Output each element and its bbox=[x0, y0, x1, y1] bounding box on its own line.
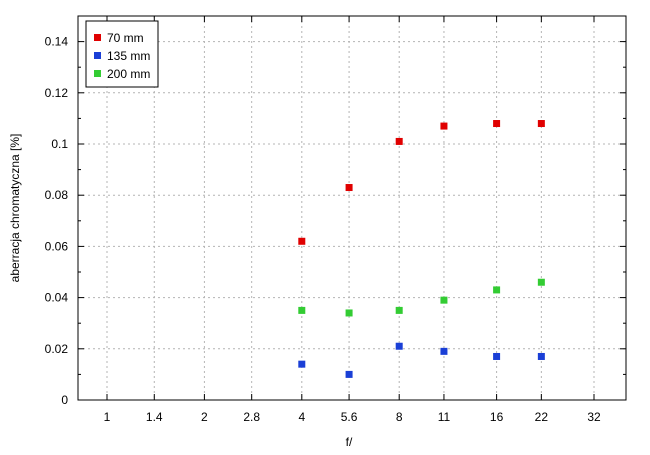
x-tick-label: 22 bbox=[535, 410, 549, 424]
axis-ticks: 0 0.02 0.04 0.06 0.08 0.1 0.12 0.14 1 1.4 2 2.8 4 5.6… bbox=[45, 16, 626, 424]
data-point bbox=[537, 120, 545, 128]
data-point bbox=[395, 342, 403, 350]
x-tick-label: 32 bbox=[587, 410, 601, 424]
legend-swatch bbox=[94, 52, 101, 59]
data-point bbox=[440, 122, 448, 130]
plot-area-frame bbox=[77, 15, 627, 401]
y-tick-label: 0 bbox=[61, 393, 68, 407]
x-tick-label: 2.8 bbox=[243, 410, 260, 424]
x-tick-label: 1 bbox=[104, 410, 111, 424]
legend: 70 mm 135 mm 200 mm bbox=[85, 20, 159, 88]
data-point bbox=[345, 184, 353, 192]
x-axis-title: f/ bbox=[346, 435, 353, 449]
data-point bbox=[537, 278, 545, 286]
data-point bbox=[298, 306, 306, 314]
y-tick-label: 0.08 bbox=[45, 188, 69, 202]
y-tick-label: 0.1 bbox=[51, 137, 68, 151]
legend-label: 135 mm bbox=[107, 49, 150, 63]
x-tick-label: 1.4 bbox=[146, 410, 163, 424]
x-tick-label: 2 bbox=[201, 410, 208, 424]
y-tick-label: 0.06 bbox=[45, 239, 69, 253]
data-point bbox=[493, 120, 501, 128]
y-tick-label: 0.14 bbox=[45, 35, 69, 49]
legend-swatch bbox=[94, 34, 101, 41]
data-point bbox=[395, 306, 403, 314]
data-point bbox=[345, 370, 353, 378]
data-point bbox=[298, 237, 306, 245]
data-point bbox=[493, 286, 501, 294]
data-point bbox=[395, 137, 403, 145]
x-tick-label: 11 bbox=[438, 410, 451, 424]
x-tick-label: 4 bbox=[298, 410, 305, 424]
y-tick-label: 0.12 bbox=[45, 86, 69, 100]
grid bbox=[78, 16, 626, 400]
x-tick-label: 5.6 bbox=[341, 410, 358, 424]
data-point bbox=[440, 296, 448, 304]
y-axis-title: aberracja chromatyczna [%] bbox=[8, 134, 22, 283]
data-point bbox=[440, 347, 448, 355]
data-point bbox=[298, 360, 306, 368]
legend-label: 70 mm bbox=[107, 31, 144, 45]
legend-swatch bbox=[94, 70, 101, 77]
y-tick-label: 0.02 bbox=[45, 342, 69, 356]
data-point bbox=[493, 352, 501, 360]
y-tick-label: 0.04 bbox=[45, 291, 69, 305]
data-points bbox=[298, 120, 545, 378]
x-tick-label: 16 bbox=[490, 410, 504, 424]
data-point bbox=[537, 352, 545, 360]
data-point bbox=[345, 309, 353, 317]
x-tick-label: 8 bbox=[396, 410, 403, 424]
legend-label: 200 mm bbox=[107, 67, 150, 81]
